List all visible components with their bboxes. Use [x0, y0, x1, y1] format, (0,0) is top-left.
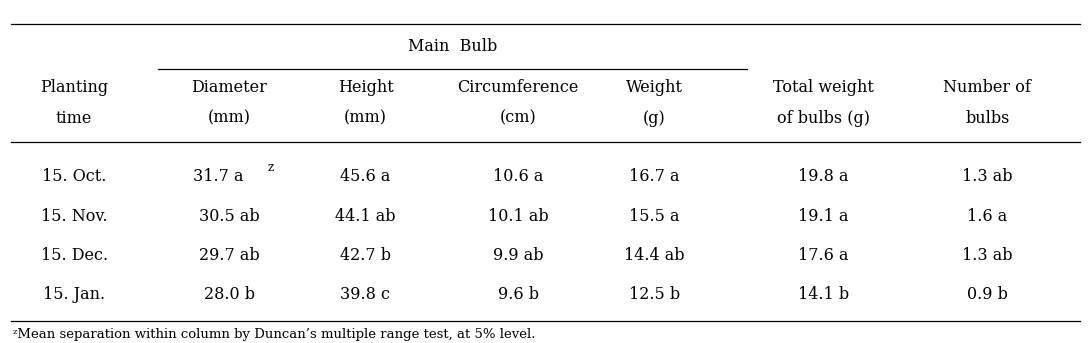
Text: Planting: Planting: [40, 79, 108, 96]
Text: (cm): (cm): [500, 110, 537, 127]
Text: 15. Dec.: 15. Dec.: [40, 247, 108, 264]
Text: bulbs: bulbs: [966, 110, 1009, 127]
Text: 1.6 a: 1.6 a: [968, 208, 1007, 225]
Text: 1.3 ab: 1.3 ab: [962, 168, 1012, 185]
Text: Weight: Weight: [626, 79, 683, 96]
Text: 31.7 a: 31.7 a: [193, 168, 243, 185]
Text: 17.6 a: 17.6 a: [799, 247, 849, 264]
Text: 19.8 a: 19.8 a: [799, 168, 849, 185]
Text: of bulbs (g): of bulbs (g): [777, 110, 871, 127]
Text: Circumference: Circumference: [457, 79, 579, 96]
Text: 12.5 b: 12.5 b: [630, 286, 680, 304]
Text: 16.7 a: 16.7 a: [630, 168, 680, 185]
Text: 14.1 b: 14.1 b: [799, 286, 849, 304]
Text: 9.9 ab: 9.9 ab: [493, 247, 543, 264]
Text: ᶻMean separation within column by Duncan’s multiple range test, at 5% level.: ᶻMean separation within column by Duncan…: [13, 328, 536, 341]
Text: 9.6 b: 9.6 b: [497, 286, 539, 304]
Text: Height: Height: [337, 79, 394, 96]
Text: 14.4 ab: 14.4 ab: [624, 247, 685, 264]
Text: Number of: Number of: [944, 79, 1031, 96]
Text: 29.7 ab: 29.7 ab: [199, 247, 260, 264]
Text: z: z: [267, 161, 274, 174]
Text: 45.6 a: 45.6 a: [340, 168, 391, 185]
Text: 19.1 a: 19.1 a: [799, 208, 849, 225]
Text: 1.3 ab: 1.3 ab: [962, 247, 1012, 264]
Text: (mm): (mm): [344, 110, 387, 127]
Text: 44.1 ab: 44.1 ab: [335, 208, 396, 225]
Text: 30.5 ab: 30.5 ab: [199, 208, 260, 225]
Text: 42.7 b: 42.7 b: [340, 247, 391, 264]
Text: Diameter: Diameter: [191, 79, 267, 96]
Text: Total weight: Total weight: [774, 79, 874, 96]
Text: 15. Nov.: 15. Nov.: [40, 208, 108, 225]
Text: 10.1 ab: 10.1 ab: [488, 208, 549, 225]
Text: 15. Jan.: 15. Jan.: [44, 286, 105, 304]
Text: (mm): (mm): [207, 110, 251, 127]
Text: 15. Oct.: 15. Oct.: [41, 168, 107, 185]
Text: 10.6 a: 10.6 a: [493, 168, 543, 185]
Text: Main  Bulb: Main Bulb: [408, 38, 497, 55]
Text: 0.9 b: 0.9 b: [967, 286, 1008, 304]
Text: 39.8 c: 39.8 c: [340, 286, 391, 304]
Text: 15.5 a: 15.5 a: [630, 208, 680, 225]
Text: 28.0 b: 28.0 b: [204, 286, 254, 304]
Text: (g): (g): [644, 110, 666, 127]
Text: time: time: [56, 110, 93, 127]
